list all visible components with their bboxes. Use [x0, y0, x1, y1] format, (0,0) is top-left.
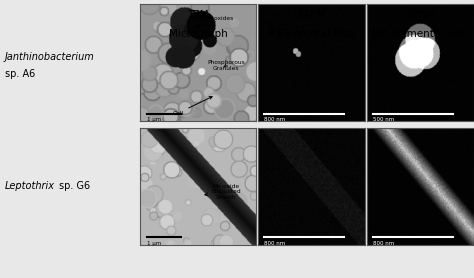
Text: 800 nm: 800 nm	[264, 241, 285, 246]
Text: Mn-oxide
Encrusted
Sheath: Mn-oxide Encrusted Sheath	[205, 184, 241, 200]
Text: Janthinobacterium: Janthinobacterium	[5, 52, 94, 62]
Text: Phosphorous
Granules: Phosphorous Granules	[207, 60, 245, 71]
Text: Leptothrix: Leptothrix	[5, 181, 55, 191]
Text: 500 nm: 500 nm	[373, 117, 394, 122]
Text: 1 μm: 1 μm	[147, 241, 161, 246]
Text: 800 nm: 800 nm	[264, 117, 285, 122]
Text: sp. G6: sp. G6	[59, 181, 91, 191]
Text: P Elemental Map: P Elemental Map	[268, 29, 355, 39]
Text: sp. A6: sp. A6	[5, 69, 35, 79]
Text: Mn-oxides: Mn-oxides	[196, 16, 234, 27]
Text: STEM: STEM	[407, 10, 435, 20]
Text: 1 μm: 1 μm	[147, 117, 161, 122]
Text: 800 nm: 800 nm	[373, 241, 394, 246]
Text: TEM: TEM	[187, 10, 209, 20]
Text: Mn Elemental Map: Mn Elemental Map	[373, 29, 469, 39]
Text: STEM: STEM	[298, 10, 326, 20]
Text: Cell: Cell	[173, 96, 212, 116]
Text: Micrograph: Micrograph	[169, 29, 227, 39]
